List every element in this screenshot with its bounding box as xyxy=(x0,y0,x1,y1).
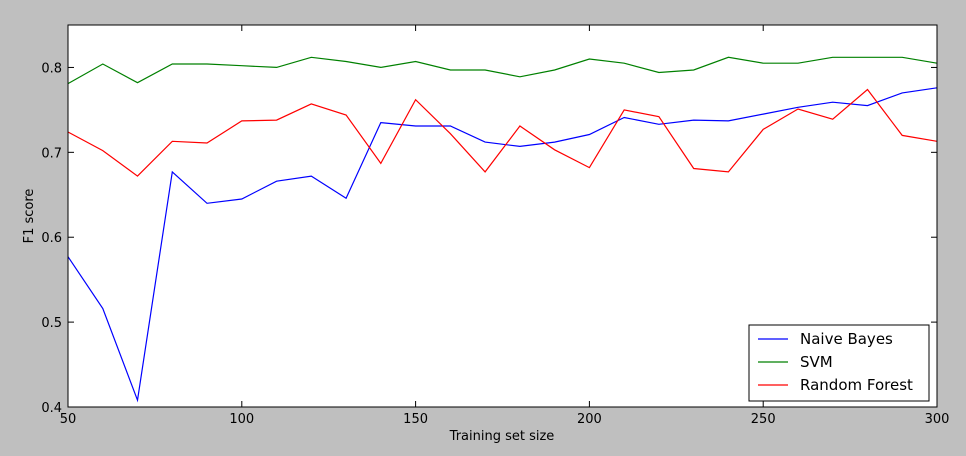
series-line-2 xyxy=(67,88,938,177)
y-tick-label: 0.4 xyxy=(41,401,62,416)
x-axis-title: Training set size xyxy=(449,429,555,444)
series-layer xyxy=(67,56,938,403)
x-tick-label: 300 xyxy=(925,412,950,427)
x-tick-label: 150 xyxy=(403,412,428,427)
legend: Naive Bayes SVM Random Forest xyxy=(748,324,930,402)
series-line-0 xyxy=(67,87,938,403)
plot-frame xyxy=(67,24,938,408)
x-tick-label: 250 xyxy=(751,412,776,427)
x-tick-label: 100 xyxy=(229,412,254,427)
legend-label: Naive Bayes xyxy=(800,330,893,348)
x-tick-label: 200 xyxy=(577,412,602,427)
y-axis-title: F1 score xyxy=(22,189,37,244)
series-line-1 xyxy=(67,56,938,85)
legend-label: SVM xyxy=(800,353,833,371)
y-tick-label: 0.6 xyxy=(41,231,62,246)
legend-box xyxy=(748,324,930,402)
y-tick-label: 0.8 xyxy=(41,61,62,76)
y-tick-label: 0.5 xyxy=(41,316,62,331)
ticks-layer: 50 100 150 200 250 300 0.4 0.5 0.6 0.7 0.8 xyxy=(41,25,949,427)
x-tick-label: 50 xyxy=(60,412,77,427)
y-tick-label: 0.7 xyxy=(41,146,62,161)
legend-label: Random Forest xyxy=(800,376,913,394)
